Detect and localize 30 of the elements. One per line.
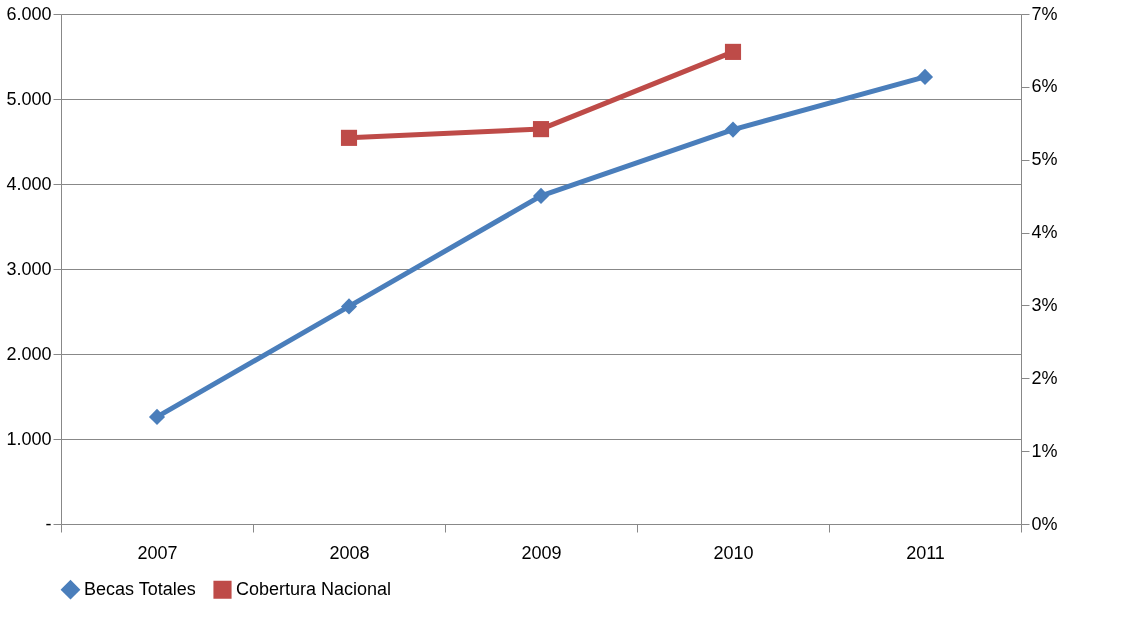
y-tick-label: 2.000 [6, 343, 52, 364]
y2-tick-label: 6% [1031, 76, 1058, 97]
point [916, 68, 934, 85]
point [724, 43, 742, 60]
point [532, 121, 550, 138]
y2-tick-label: 0% [1031, 513, 1058, 534]
y2-tick-label: 1% [1031, 440, 1058, 461]
point [340, 298, 358, 315]
y2-tick-label: 2% [1031, 367, 1058, 388]
point [148, 408, 166, 425]
x-tick-label: 2009 [521, 542, 562, 563]
x-tick-label: 2008 [329, 542, 370, 563]
y-tick-label: 1.000 [6, 428, 52, 449]
point [724, 121, 742, 138]
y2-tick-label: 4% [1031, 222, 1058, 243]
legend-label: Becas Totales [84, 578, 196, 599]
x-tick-label: 2007 [137, 542, 178, 563]
legend-label: Cobertura Nacional [236, 578, 392, 599]
y-tick-label: 4.000 [6, 173, 52, 194]
y2-tick-label: 3% [1031, 294, 1058, 315]
x-tick-label: 2011 [906, 542, 945, 563]
y2-tick-label: 5% [1031, 149, 1058, 170]
point [532, 187, 550, 204]
y2-tick-label: 7% [1031, 3, 1058, 24]
point [340, 129, 358, 146]
y-tick-label: 6.000 [6, 3, 52, 24]
y-tick-label: - [45, 513, 52, 534]
y-tick-label: 3.000 [6, 258, 52, 279]
y-tick-label: 5.000 [6, 88, 52, 109]
x-tick-label: 2010 [713, 542, 754, 563]
